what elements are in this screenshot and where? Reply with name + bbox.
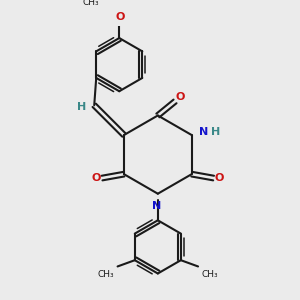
Text: O: O [92, 173, 101, 183]
Text: CH₃: CH₃ [82, 0, 99, 7]
Text: O: O [116, 12, 125, 22]
Text: N: N [199, 127, 208, 137]
Text: H: H [211, 127, 220, 137]
Text: N: N [152, 201, 162, 211]
Text: CH₃: CH₃ [98, 270, 115, 279]
Text: O: O [214, 173, 224, 183]
Text: H: H [77, 102, 86, 112]
Text: O: O [175, 92, 184, 102]
Text: CH₃: CH₃ [201, 270, 218, 279]
